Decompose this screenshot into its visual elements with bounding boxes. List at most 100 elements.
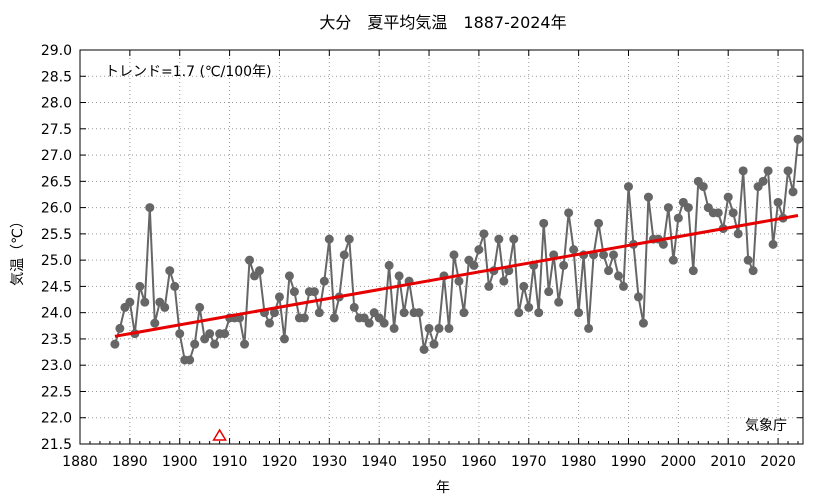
data-point (140, 297, 150, 307)
data-point (494, 234, 504, 244)
chart-title: 大分 夏平均気温 1887-2024年 (319, 13, 566, 32)
data-point (339, 250, 349, 260)
data-point (264, 318, 274, 328)
data-point (454, 276, 464, 286)
x-tick-label: 1980 (561, 454, 597, 470)
y-tick-label: 22.0 (41, 411, 72, 427)
series-line (113, 139, 799, 361)
y-tick-label: 24.0 (41, 306, 72, 322)
data-point (783, 166, 793, 176)
data-point (514, 308, 524, 318)
data-point (499, 276, 509, 286)
y-tick-label: 27.5 (41, 122, 72, 138)
y-tick-label: 26.5 (41, 174, 72, 190)
y-axis-label: 気温（℃） (10, 214, 26, 286)
data-point (319, 276, 329, 286)
data-point (145, 203, 155, 213)
data-point (728, 208, 738, 218)
data-point (723, 192, 733, 202)
data-point (240, 339, 250, 349)
data-point (713, 208, 723, 218)
y-tick-label: 22.5 (41, 384, 72, 400)
x-tick-label: 1880 (62, 454, 98, 470)
data-point (539, 218, 549, 228)
trend-annotation: トレンド=1.7 (℃/100年) (105, 64, 272, 80)
data-point (698, 182, 708, 192)
data-point (165, 266, 175, 276)
data-point (379, 318, 389, 328)
data-point (663, 203, 673, 213)
data-point (364, 318, 374, 328)
data-point (604, 266, 614, 276)
data-point (449, 250, 459, 260)
data-point (658, 239, 668, 249)
data-point (733, 229, 743, 239)
data-point (519, 281, 529, 291)
data-point (399, 308, 409, 318)
data-point (594, 218, 604, 228)
y-tick-label: 25.5 (41, 227, 72, 243)
data-point (643, 192, 653, 202)
data-point (190, 339, 200, 349)
markers (212, 428, 227, 441)
data-point (329, 313, 339, 323)
y-tick-label: 27.0 (41, 148, 72, 164)
data-point (349, 302, 359, 312)
data-point (434, 323, 444, 333)
data-point (638, 318, 648, 328)
x-tick-label: 1910 (212, 454, 248, 470)
data-point (220, 329, 230, 339)
data-point (574, 308, 584, 318)
data-point (344, 234, 354, 244)
y-tick-label: 21.5 (41, 437, 72, 453)
grid (80, 50, 803, 444)
x-tick-label: 1900 (162, 454, 198, 470)
data-point (768, 239, 778, 249)
data-point (115, 323, 125, 333)
x-tick-label: 2010 (710, 454, 746, 470)
data-point (419, 344, 429, 354)
data-point (748, 266, 758, 276)
x-tick-label: 1990 (611, 454, 647, 470)
data-point (125, 297, 135, 307)
data-point (738, 166, 748, 176)
data-point (279, 334, 289, 344)
data-point (110, 339, 120, 349)
y-tick-label: 28.5 (41, 69, 72, 85)
x-tick-label: 1920 (262, 454, 298, 470)
data-point (609, 250, 619, 260)
y-tick-label: 24.5 (41, 279, 72, 295)
x-tick-label: 1940 (361, 454, 397, 470)
data-point (394, 271, 404, 281)
x-tick-label: 1970 (511, 454, 547, 470)
y-tick-label: 23.5 (41, 332, 72, 348)
x-tick-label: 1950 (411, 454, 447, 470)
data-point (469, 260, 479, 270)
data-point (135, 281, 145, 291)
x-tick-label: 1890 (112, 454, 148, 470)
data-point (195, 302, 205, 312)
y-tick-label: 25.0 (41, 253, 72, 269)
series (110, 134, 803, 365)
data-point (150, 318, 160, 328)
data-point (599, 250, 609, 260)
data-point (289, 287, 299, 297)
data-point (459, 308, 469, 318)
data-point (763, 166, 773, 176)
data-point (564, 208, 574, 218)
data-point (309, 287, 319, 297)
data-point (205, 329, 215, 339)
data-point (618, 281, 628, 291)
data-point (534, 308, 544, 318)
plot-frame (79, 49, 804, 445)
data-point (175, 329, 185, 339)
data-point (269, 308, 279, 318)
data-point (474, 245, 484, 255)
data-point (773, 197, 783, 207)
data-point (185, 355, 195, 365)
data-point (758, 176, 768, 186)
x-tick-label: 2000 (661, 454, 697, 470)
data-point (160, 302, 170, 312)
data-point (424, 323, 434, 333)
